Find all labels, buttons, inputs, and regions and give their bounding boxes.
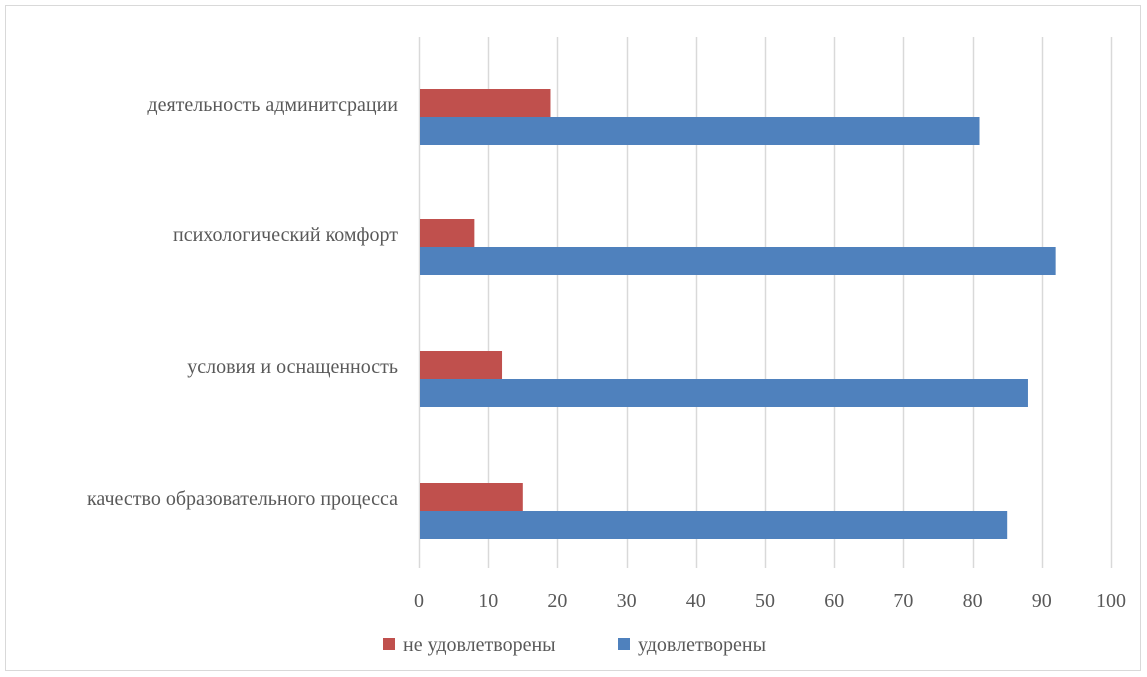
x-tick-label: 100 (1096, 590, 1126, 612)
bar-not-satisfied-0 (420, 89, 551, 117)
bar-not-satisfied-3 (420, 483, 523, 511)
x-tick-label: 80 (963, 590, 983, 612)
x-tick-label: 0 (414, 590, 424, 612)
category-label: психологический комфорт (173, 224, 398, 246)
x-tick-label: 30 (617, 590, 637, 612)
bar-satisfied-3 (420, 511, 1008, 539)
x-tick-label: 50 (755, 590, 775, 612)
x-tick-label: 10 (478, 590, 498, 612)
bar-not-satisfied-2 (420, 351, 503, 379)
x-tick-label: 40 (686, 590, 706, 612)
x-tick-label: 70 (893, 590, 913, 612)
bar-satisfied-2 (420, 379, 1028, 407)
x-tick-label: 90 (1032, 590, 1052, 612)
legend-not-satisfied-label: не удовлетворены (403, 634, 556, 656)
bar-satisfied-1 (420, 247, 1056, 275)
legend-not-satisfied-swatch (383, 638, 395, 650)
x-tick-label: 20 (547, 590, 567, 612)
legend-satisfied-label: удовлетворены (638, 634, 766, 656)
legend-satisfied-swatch (618, 638, 630, 650)
bar-not-satisfied-1 (420, 219, 475, 247)
x-tick-label: 60 (824, 590, 844, 612)
category-label: условия и оснащенность (187, 356, 398, 378)
category-label: деятельность админитсрации (147, 94, 398, 116)
chart-frame (5, 5, 1141, 671)
bar-satisfied-0 (420, 117, 980, 145)
category-label: качество образовательного процесса (87, 488, 398, 510)
